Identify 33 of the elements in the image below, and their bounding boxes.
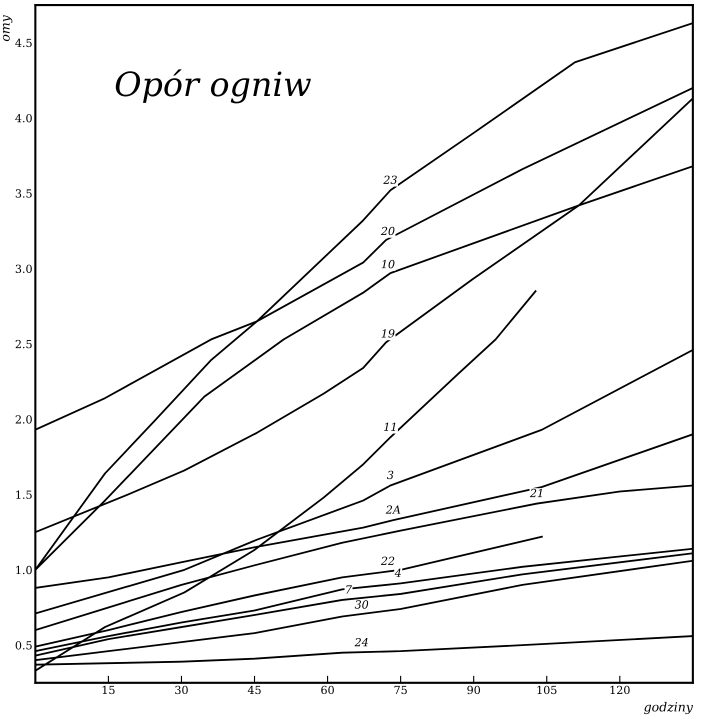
annotation: 3: [387, 470, 394, 480]
annotation: 7: [346, 585, 352, 594]
y-tick-label: 0.5: [16, 641, 32, 650]
x-tick-label: 90: [467, 686, 480, 694]
y-tick-label: 2.5: [16, 340, 32, 348]
y-tick-label: 1.0: [16, 566, 32, 574]
annotation: 10: [382, 260, 394, 268]
y-axis-title: omy: [2, 15, 12, 42]
text: Opór ogniw: [116, 69, 311, 104]
x-tick-label: 75: [394, 686, 407, 694]
annotation: 2A: [386, 505, 400, 514]
annotation: 23: [383, 176, 397, 184]
y-tick-label: 3.5: [16, 189, 32, 198]
x-axis-title: godziny: [644, 702, 693, 714]
x-tick-label: 15: [102, 686, 115, 694]
annotation: 20: [380, 226, 394, 236]
annotation: 22: [380, 556, 394, 565]
y-tick-label: 4.5: [15, 38, 32, 48]
annotation: 4: [394, 568, 401, 577]
y-tick-label: 2.0: [16, 415, 32, 424]
annotation: 30: [354, 600, 368, 609]
annotation: 11: [384, 422, 396, 431]
y-tick-label: 3.0: [16, 264, 32, 273]
y-tick-label: 1.5: [16, 490, 32, 499]
annotation: 21: [530, 488, 542, 498]
annotation: 19: [382, 329, 394, 338]
annotation: 24: [354, 638, 368, 646]
y-tick-label: 4.0: [15, 114, 32, 122]
x-tick-label: 105: [538, 686, 556, 694]
x-tick-label: 60: [321, 686, 334, 694]
x-tick-label: 45: [248, 686, 261, 694]
x-tick-label: 120: [610, 686, 630, 694]
x-tick-label: 30: [175, 686, 188, 694]
